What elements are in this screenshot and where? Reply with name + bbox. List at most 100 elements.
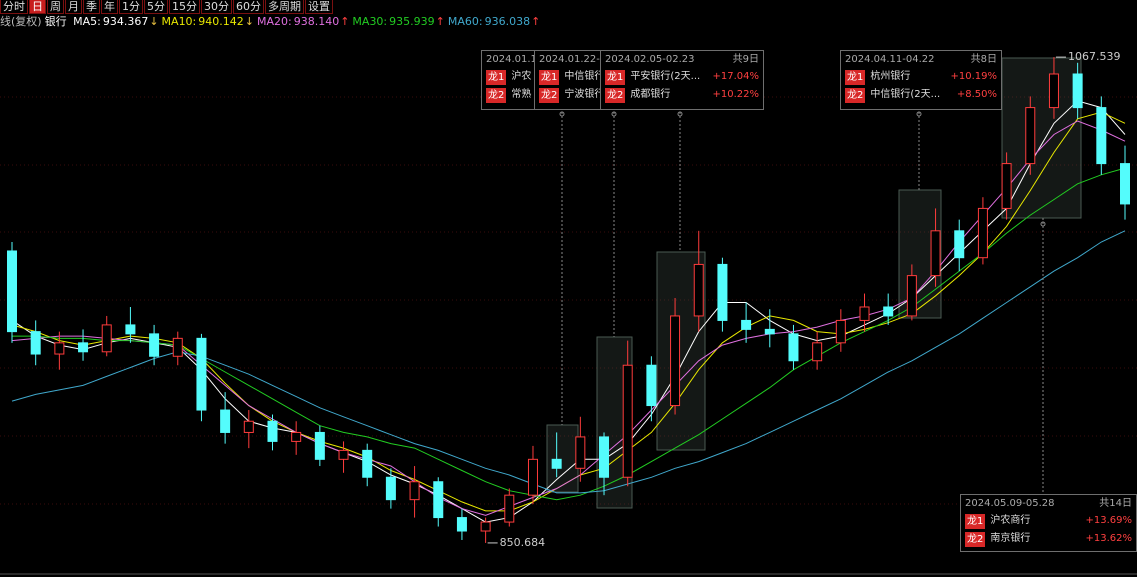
period-tab[interactable]: 周 [47, 0, 64, 14]
ma-legend: 线(复权) 银行 MA5: 934.367↓ MA10: 940.142↓ MA20: 93… [0, 15, 543, 29]
period-tab[interactable]: 季 [83, 0, 100, 14]
candle-body [314, 431, 325, 460]
leader-row: 龙1 沪农商行 +13.69% [961, 512, 1136, 530]
leader-change: +10.22% [712, 89, 759, 100]
period-days: 共14日 [1099, 498, 1132, 509]
candle-body [764, 328, 775, 335]
leader-row: 龙2 常熟 [482, 86, 544, 104]
period-tab[interactable]: 分时 [0, 0, 28, 14]
leader-row: 龙2 宁波银行 [535, 86, 607, 104]
ma-trend: ↓ [244, 15, 254, 28]
period-tab[interactable]: 日 [29, 0, 46, 14]
candle-body [385, 476, 396, 501]
leader-box-header: 2024.01.1 [482, 51, 544, 68]
ma-name: MA20: [256, 15, 292, 28]
ma-trend: ↑ [435, 15, 445, 28]
period-range: 2024.02.05-02.23 [605, 54, 695, 65]
leader-change: +10.19% [950, 71, 997, 82]
leader-change: +8.50% [956, 89, 997, 100]
candle-body [7, 250, 17, 333]
period-tab[interactable]: 30分 [201, 0, 232, 14]
period-tab[interactable]: 5分 [144, 0, 168, 14]
candle-body [149, 333, 160, 357]
leader-box: 2024.02.05-02.23 共9日 龙1 平安银行(2天... +17.04% 龙2… [600, 50, 764, 110]
period-tab[interactable]: 月 [65, 0, 82, 14]
candle-body [1096, 107, 1107, 165]
period-tab[interactable]: 年 [101, 0, 118, 14]
leader-row: 龙2 南京银行 +13.62% [961, 530, 1136, 548]
candle-body [504, 494, 515, 523]
candle-body [1048, 73, 1059, 109]
period-range: 2024.01.22-0 [539, 54, 607, 65]
candle-body [243, 420, 254, 433]
ma-trend: ↑ [340, 15, 350, 28]
leader-rank: 龙1 [845, 69, 866, 85]
candle-body [54, 342, 65, 355]
period-tab[interactable]: 60分 [233, 0, 264, 14]
leader-row: 龙2 成都银行 +10.22% [601, 86, 763, 104]
ma-value: 935.939 [389, 15, 435, 28]
candle-body [172, 337, 183, 357]
candle-body [456, 517, 467, 532]
candle-body [622, 364, 633, 478]
candle-body [788, 333, 799, 362]
leader-name: 平安银行(2天... [630, 71, 701, 82]
candle-body [527, 458, 538, 496]
period-tab[interactable]: 1分 [119, 0, 143, 14]
period-range: 2024.04.11-04.22 [845, 54, 935, 65]
candle-body [551, 458, 562, 469]
leader-box-header: 2024.05.09-05.28 共14日 [961, 495, 1136, 512]
period-tab[interactable]: 15分 [169, 0, 200, 14]
ma-name: MA60: [447, 15, 483, 28]
leader-box-header: 2024.01.22-0 [535, 51, 607, 68]
candle-body [409, 481, 420, 501]
period-days: 共9日 [732, 54, 759, 65]
leader-rank: 龙2 [539, 87, 560, 103]
candle-body [78, 342, 89, 353]
sector-label: 银行 [44, 15, 67, 28]
candle-body [599, 436, 610, 478]
candle-body [812, 342, 823, 362]
leader-name: 沪农商行 [990, 515, 1031, 526]
candle-body [859, 306, 870, 321]
period-days: 共8日 [970, 54, 997, 65]
period-tab[interactable]: 设置 [305, 0, 333, 14]
leader-name: 南京银行 [990, 533, 1031, 544]
candle-body [741, 319, 752, 330]
leader-rank: 龙2 [605, 87, 626, 103]
candle-body [1001, 163, 1012, 209]
leader-name: 中信银行 [564, 71, 603, 82]
connector-dot [611, 111, 617, 117]
candle-body [291, 431, 302, 442]
leader-row: 龙1 中信银行 [535, 68, 607, 86]
leader-row: 龙2 中信银行(2天... +8.50% [841, 86, 1001, 104]
leader-rank: 龙2 [965, 531, 986, 547]
ma-value: 934.367 [102, 15, 149, 28]
candle-body [954, 230, 965, 259]
candle-body [670, 315, 681, 407]
candle-body [1072, 73, 1083, 109]
leader-rank: 龙1 [539, 69, 560, 85]
leader-change: +17.04% [712, 71, 759, 82]
candle-body [362, 449, 373, 478]
period-zone [546, 424, 579, 493]
period-range: 2024.05.09-05.28 [965, 498, 1055, 509]
candle-body [717, 263, 728, 321]
period-tab[interactable]: 多周期 [265, 0, 304, 14]
ma-trend: ↓ [149, 15, 159, 28]
leader-box: 2024.05.09-05.28 共14日龙1 沪农商行 +13.69% 龙2 南京银行 +… [960, 494, 1137, 552]
candle-body [835, 319, 846, 344]
leader-row: 龙1 杭州银行 +10.19% [841, 68, 1001, 86]
leader-box: 2024.01.22-0 龙1 中信银行龙2 宁波银行 [534, 50, 608, 110]
leader-change: +13.62% [1085, 533, 1132, 544]
leader-name: 常熟 [511, 89, 532, 100]
candle-body [480, 521, 491, 532]
leader-row: 龙1 沪农 [482, 68, 544, 86]
candle-body [1025, 107, 1036, 165]
leader-rank: 龙2 [486, 87, 507, 103]
candle-body [101, 324, 112, 353]
candle-body [220, 409, 231, 433]
leader-box: 2024.04.11-04.22 共8日龙1 杭州银行 +10.19% 龙2 中信银行(2… [840, 50, 1002, 110]
